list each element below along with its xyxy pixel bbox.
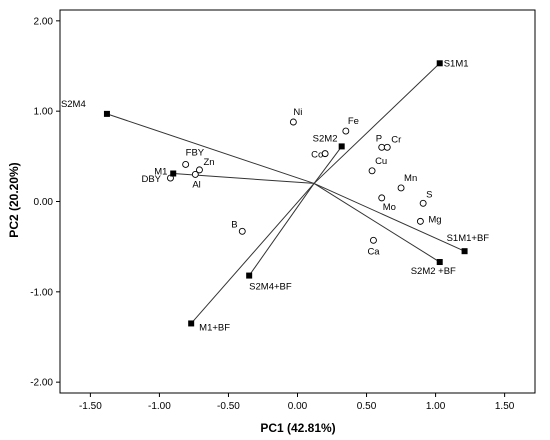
variable-label: DBY	[141, 174, 161, 185]
variable-label: Cu	[375, 156, 387, 167]
axis-ticks: -1.50 -1.00 -0.50 0.00 0.50 1.00 1.50 2.00 1.00 0…	[30, 16, 515, 412]
treatment-label: S1M1	[444, 58, 469, 69]
variable-label: S	[426, 189, 432, 200]
plot-frame	[59, 9, 536, 394]
variable-label: Fe	[348, 116, 359, 127]
treatment-marker	[461, 248, 468, 255]
treatment-marker	[246, 272, 253, 279]
vector-line	[313, 183, 440, 263]
variable-label: Zn	[203, 157, 214, 168]
variable-marker	[196, 166, 203, 174]
treatment-label: S1M1+BF	[447, 233, 490, 244]
x-tick-label: 0.00	[288, 401, 308, 412]
variable-marker	[289, 118, 297, 126]
treatment-marker	[436, 60, 443, 67]
treatment-marker	[188, 320, 195, 327]
variable-marker	[369, 236, 377, 244]
x-axis-title: PC1 (42.81%)	[260, 421, 335, 435]
variable-label: Cr	[391, 134, 401, 145]
treatment-vectors	[106, 62, 465, 324]
y-tick-label: 1.00	[34, 107, 54, 118]
variable-marker	[191, 170, 199, 178]
treatment-marker	[436, 259, 443, 266]
vector-line	[313, 146, 343, 184]
variable-label: FBY	[186, 147, 205, 158]
x-tick-label: 1.00	[426, 401, 446, 412]
x-tick-label: -1.00	[148, 401, 171, 412]
variable-label: P	[376, 133, 382, 144]
variable-marker	[416, 217, 424, 225]
x-tick-label: 0.50	[357, 401, 377, 412]
treatment-points: S1M1 S2M4 S2M2 M1 S1M1+BF S2M2 +BF S2M4+BF M1+B…	[61, 58, 489, 333]
variable-label: B	[231, 219, 237, 230]
vector-line	[313, 62, 441, 184]
variable-marker	[321, 150, 329, 158]
variable-label: Co	[311, 150, 323, 161]
treatment-label: S2M2	[313, 133, 338, 144]
variable-marker	[182, 161, 190, 168]
variable-marker	[378, 194, 386, 202]
y-tick-label: -1.00	[30, 287, 53, 298]
variable-marker	[342, 127, 350, 135]
variable-label: Ni	[293, 107, 302, 118]
variable-marker	[397, 184, 405, 192]
treatment-marker	[338, 143, 345, 150]
x-tick-label: -1.50	[79, 401, 102, 412]
treatment-label: S2M4+BF	[249, 282, 292, 293]
x-tick-label: -0.50	[217, 401, 240, 412]
variable-label: Mg	[428, 214, 441, 225]
treatment-marker	[103, 110, 110, 117]
vector-line	[190, 183, 315, 324]
vector-line	[313, 182, 465, 252]
treatment-marker	[170, 170, 177, 177]
y-tick-label: 2.00	[34, 16, 54, 27]
treatment-label: S2M2 +BF	[411, 266, 456, 277]
y-axis-title: PC2 (20.20%)	[7, 162, 21, 237]
variable-marker	[383, 143, 391, 151]
variable-marker	[419, 199, 427, 207]
x-tick-label: 1.50	[495, 401, 515, 412]
variable-label: Mo	[383, 202, 396, 213]
treatment-label: S2M4	[61, 99, 86, 110]
y-tick-label: 0.00	[34, 197, 54, 208]
vector-line	[106, 113, 315, 184]
variable-label: Al	[192, 179, 200, 190]
vector-line	[248, 183, 315, 276]
treatment-label: M1+BF	[199, 322, 230, 333]
variable-label: Ca	[367, 246, 380, 257]
variable-label: Mn	[404, 173, 417, 184]
variable-marker	[238, 227, 246, 235]
y-tick-label: -2.00	[30, 378, 53, 389]
treatment-label: M1	[154, 166, 167, 177]
variable-marker	[368, 167, 376, 175]
